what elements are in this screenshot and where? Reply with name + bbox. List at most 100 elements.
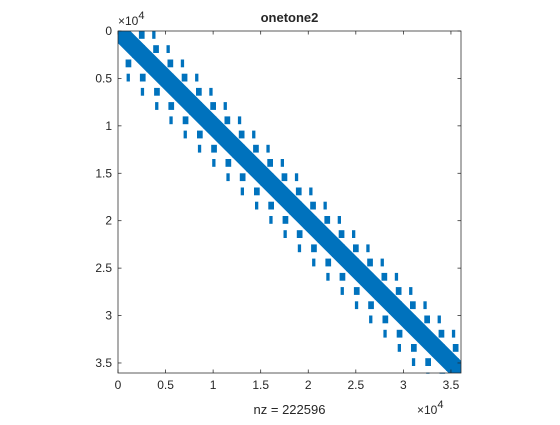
band-block [317,238,322,243]
band-block [412,315,416,320]
band-block [312,216,317,220]
band-block [446,366,451,371]
off-diagonal-block [410,301,416,310]
x-tick-label: 0.5 [157,378,174,392]
off-diagonal-block [353,287,360,295]
band-block [355,258,359,263]
off-diagonal-block [367,258,373,267]
y-exponent-power: 4 [138,10,144,22]
band-block [255,159,260,163]
band-block [232,153,237,158]
off-diagonal-block [382,315,389,324]
band-block [332,253,336,257]
y-axis: 0 0.5 1 1.5 2 2.5 3 3.5 [95,24,461,370]
off-diagonal-block [154,87,160,96]
off-diagonal-block [180,59,185,68]
off-diagonal-block [354,301,359,310]
band-block [340,244,345,249]
off-diagonal-block [138,31,145,39]
off-diagonal-block [196,87,202,96]
off-diagonal-block [210,102,216,110]
y-tick-label: 3.5 [95,356,112,370]
off-diagonal-block [396,329,403,338]
off-diagonal-block [294,173,299,182]
band-block [183,87,188,92]
x-exponent-power: 4 [437,399,443,411]
off-diagonal-block [437,315,441,324]
off-diagonal-block [126,73,130,82]
off-diagonal-block [238,130,245,139]
off-diagonal-block [167,59,174,68]
off-diagonal-block [266,144,270,153]
off-diagonal-block [395,287,402,295]
off-diagonal-block [152,31,156,39]
sparsity-pattern [118,31,461,374]
band-block [203,125,208,129]
off-diagonal-block [166,45,170,53]
off-diagonal-block [411,358,416,366]
off-diagonal-block [438,329,445,338]
band-block [403,324,408,329]
band-block [169,73,174,78]
off-diagonal-block [140,87,145,96]
off-diagonal-block [381,272,388,281]
y-tick-label: 1 [105,119,112,133]
off-diagonal-block [255,201,259,210]
x-axis-label: nz = 222596 [254,402,326,417]
off-diagonal-block [139,73,146,82]
band-block [440,344,445,348]
y-tick-label: 3 [105,309,112,323]
off-diagonal-block [297,244,302,253]
y-tick-label: 0 [105,24,112,38]
y-exponent-base: ×10 [118,14,139,28]
band-block [226,130,231,135]
band-block [369,272,374,277]
off-diagonal-block [424,315,430,324]
off-diagonal-block [254,187,260,196]
off-diagonal-block [168,102,175,110]
off-diagonal-block [281,173,288,182]
off-diagonal-block [268,201,274,210]
band-block [269,173,274,178]
x-tick-label: 1 [210,378,217,392]
x-tick-label: 2.5 [347,378,364,392]
off-diagonal-block [312,258,316,267]
x-tick-label: 1.5 [252,378,269,392]
band-block [303,224,308,229]
off-diagonal-block [452,344,459,352]
off-diagonal-block [224,116,231,125]
off-diagonal-block [223,102,227,110]
band-block [397,301,402,306]
band-block [175,96,180,101]
off-diagonal-block [240,187,244,196]
off-diagonal-block [212,159,216,167]
off-diagonal-block [280,159,284,167]
off-diagonal-block [237,116,242,125]
off-diagonal-block [182,116,189,125]
band-block [126,31,131,35]
off-diagonal-block [352,230,356,238]
off-diagonal-block [369,315,373,324]
off-diagonal-block [209,87,213,96]
band-block [146,68,151,73]
band-block [198,102,202,107]
off-diagonal-block [366,244,370,253]
off-diagonal-block [125,59,132,68]
x-tick-label: 2 [305,378,312,392]
off-diagonal-block [353,244,359,253]
y-exponent-label: ×104 [118,10,144,28]
band-block [118,39,122,44]
main-diagonal-band [118,31,461,373]
off-diagonal-block [269,216,273,224]
band-block [160,82,165,87]
band-block [374,295,379,300]
off-diagonal-block [253,144,259,153]
band-block [132,53,137,58]
off-diagonal-block [197,144,202,153]
off-diagonal-block [339,272,346,281]
off-diagonal-block [183,130,187,139]
band-block [346,267,351,272]
off-diagonal-block [252,130,256,139]
band-block [383,287,388,292]
